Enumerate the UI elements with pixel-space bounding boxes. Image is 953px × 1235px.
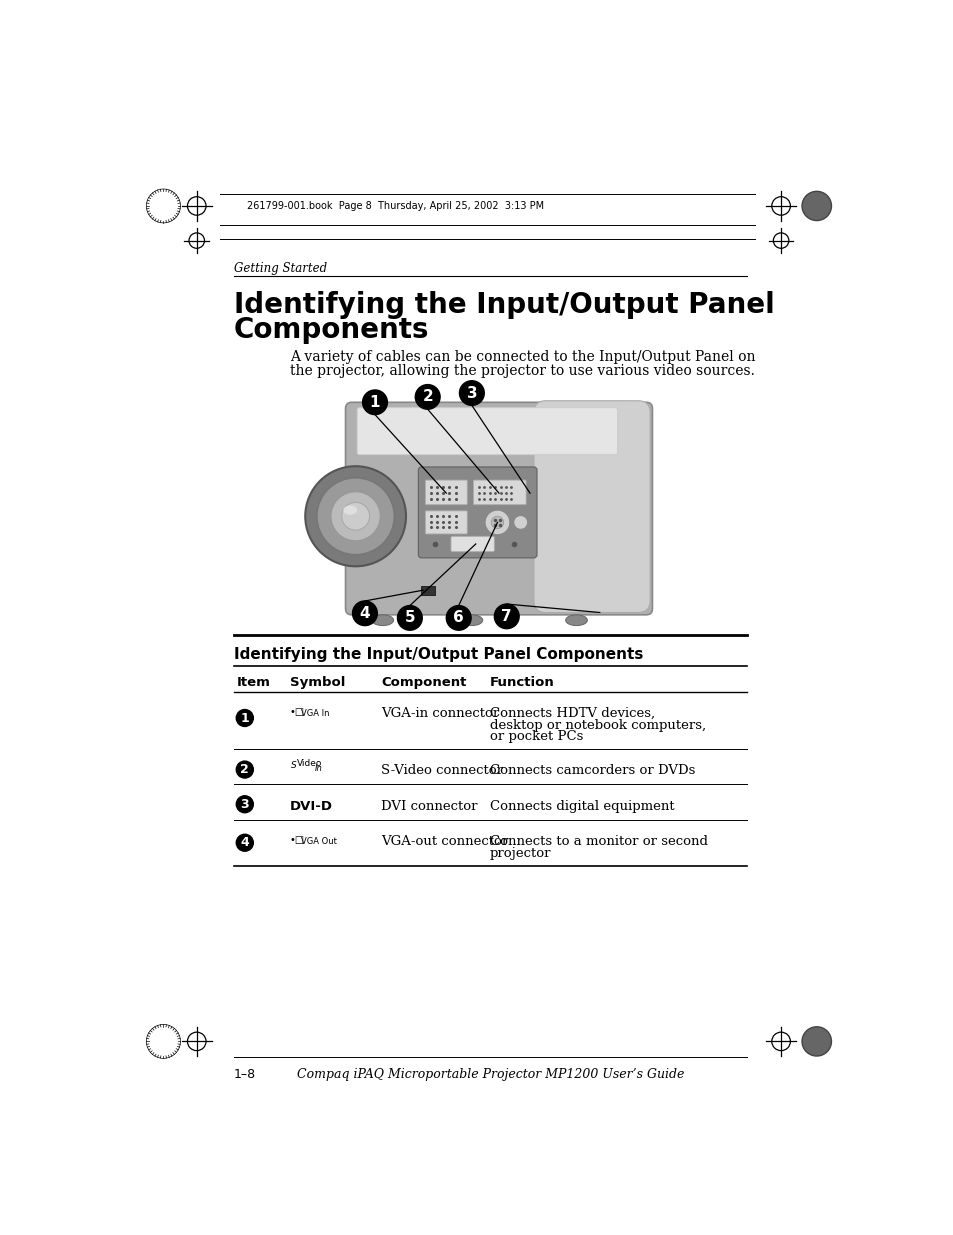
Circle shape (236, 795, 253, 813)
Text: Item: Item (236, 676, 271, 689)
Text: Connects digital equipment: Connects digital equipment (489, 799, 674, 813)
Circle shape (236, 710, 253, 726)
Text: A variety of cables can be connected to the Input/Output Panel on: A variety of cables can be connected to … (290, 350, 755, 364)
Circle shape (305, 466, 406, 567)
Circle shape (415, 384, 439, 409)
Ellipse shape (343, 505, 356, 515)
Ellipse shape (565, 615, 587, 626)
Text: VGA In: VGA In (300, 709, 329, 718)
FancyBboxPatch shape (473, 480, 525, 505)
Circle shape (397, 605, 422, 630)
Ellipse shape (372, 615, 394, 626)
Text: Identifying the Input/Output Panel Components: Identifying the Input/Output Panel Compo… (233, 647, 642, 662)
FancyBboxPatch shape (356, 408, 617, 454)
Circle shape (331, 492, 380, 541)
Text: desktop or notebook computers,: desktop or notebook computers, (489, 719, 705, 732)
Text: or pocket PCs: or pocket PCs (489, 730, 582, 743)
Text: 4: 4 (240, 836, 249, 850)
Circle shape (494, 604, 518, 629)
Text: 4: 4 (359, 606, 370, 621)
Circle shape (341, 503, 369, 530)
Text: Connects camcorders or DVDs: Connects camcorders or DVDs (489, 764, 695, 777)
Circle shape (362, 390, 387, 415)
FancyBboxPatch shape (425, 480, 467, 505)
Circle shape (484, 510, 509, 535)
Ellipse shape (801, 191, 831, 221)
Text: In: In (314, 764, 322, 773)
Text: S-Video connector: S-Video connector (381, 764, 502, 777)
Text: Component: Component (381, 676, 466, 689)
Circle shape (446, 605, 471, 630)
Text: •□: •□ (290, 835, 305, 845)
Circle shape (236, 835, 253, 851)
Text: 261799-001.book  Page 8  Thursday, April 25, 2002  3:13 PM: 261799-001.book Page 8 Thursday, April 2… (247, 201, 543, 211)
Text: Symbol: Symbol (290, 676, 345, 689)
Text: S: S (291, 761, 296, 771)
FancyBboxPatch shape (451, 536, 494, 552)
Circle shape (491, 516, 503, 529)
Circle shape (513, 515, 527, 530)
Text: •□: •□ (290, 708, 305, 718)
Circle shape (236, 761, 253, 778)
Text: Components: Components (233, 316, 429, 345)
FancyBboxPatch shape (534, 401, 649, 613)
Text: VGA-out connector: VGA-out connector (381, 835, 508, 848)
Text: 7: 7 (501, 609, 512, 624)
FancyBboxPatch shape (418, 467, 537, 558)
Text: 1–8: 1–8 (233, 1068, 255, 1082)
Text: VGA-in connector: VGA-in connector (381, 708, 499, 720)
Text: 1: 1 (240, 711, 249, 725)
Text: Compaq iPAQ Microportable Projector MP1200 User’s Guide: Compaq iPAQ Microportable Projector MP12… (296, 1068, 683, 1082)
Text: Connects to a monitor or second: Connects to a monitor or second (489, 835, 707, 848)
Bar (421, 585, 435, 595)
Text: Connects HDTV devices,: Connects HDTV devices, (489, 708, 654, 720)
Ellipse shape (801, 1026, 831, 1056)
Text: 3: 3 (240, 798, 249, 810)
Text: 6: 6 (453, 610, 463, 625)
Text: DVI connector: DVI connector (381, 799, 477, 813)
Text: projector: projector (489, 846, 551, 860)
Circle shape (316, 478, 394, 555)
Text: Getting Started: Getting Started (233, 262, 327, 275)
Text: 2: 2 (422, 389, 433, 404)
Text: the projector, allowing the projector to use various video sources.: the projector, allowing the projector to… (290, 364, 754, 378)
Text: VGA Out: VGA Out (300, 836, 336, 846)
Text: 1: 1 (370, 395, 380, 410)
Text: Function: Function (489, 676, 554, 689)
FancyBboxPatch shape (345, 403, 652, 615)
Text: DVI-D: DVI-D (290, 799, 333, 813)
Text: 2: 2 (240, 763, 249, 776)
FancyBboxPatch shape (425, 511, 467, 534)
Text: 5: 5 (404, 610, 415, 625)
Ellipse shape (460, 615, 482, 626)
Text: Identifying the Input/Output Panel: Identifying the Input/Output Panel (233, 290, 774, 319)
Text: 3: 3 (466, 385, 476, 400)
Circle shape (353, 601, 377, 626)
Text: Video: Video (296, 758, 322, 768)
Circle shape (459, 380, 484, 405)
